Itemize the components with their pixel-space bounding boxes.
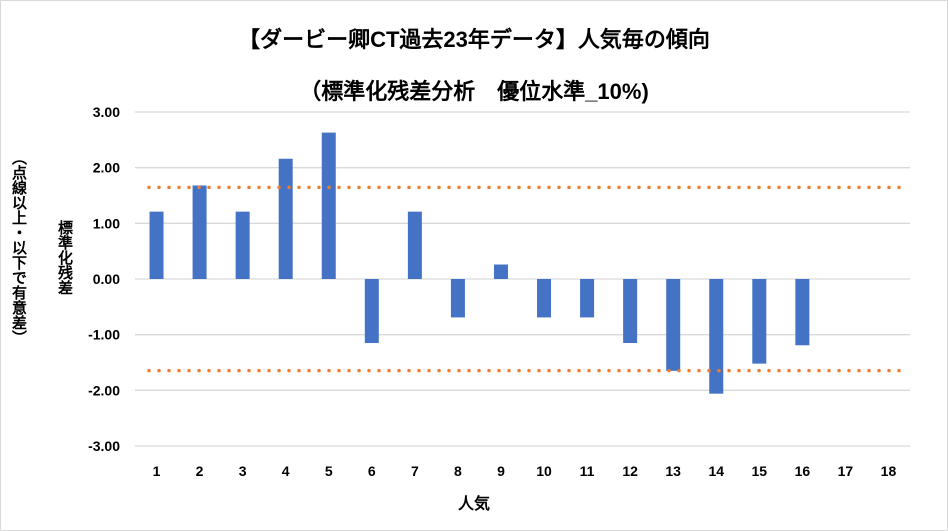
x-tick-label: 1 — [153, 463, 161, 479]
bar — [493, 264, 508, 279]
y-axis-note: （点線以上・以下で有意差） — [10, 150, 27, 345]
bar — [192, 185, 207, 279]
x-tick-label: 6 — [368, 463, 376, 479]
x-tick-label: 14 — [708, 463, 724, 479]
y-tick-label: 3.00 — [93, 104, 120, 120]
y-tick-label: 0.00 — [93, 271, 120, 287]
x-tick-label: 4 — [282, 463, 290, 479]
x-tick-label: 7 — [411, 463, 419, 479]
y-tick-label: -1.00 — [88, 327, 120, 343]
bar — [666, 279, 681, 371]
y-tick-label: -2.00 — [88, 382, 120, 398]
x-tick-label: 17 — [838, 463, 854, 479]
x-tick-label: 5 — [325, 463, 333, 479]
bar — [278, 158, 293, 279]
y-axis-label: 標準化残差 — [56, 220, 73, 295]
bar — [364, 279, 379, 344]
x-tick-label: 8 — [454, 463, 462, 479]
bar — [235, 211, 250, 279]
x-tick-label: 12 — [622, 463, 638, 479]
bar — [623, 279, 638, 344]
x-tick-label: 18 — [881, 463, 897, 479]
bar — [795, 279, 810, 346]
x-tick-label: 16 — [795, 463, 811, 479]
y-tick-label: 2.00 — [93, 160, 120, 176]
x-tick-label: 15 — [752, 463, 768, 479]
chart-title: 【ダービー卿CT過去23年データ】人気毎の傾向 — [238, 27, 710, 52]
x-tick-label: 13 — [665, 463, 681, 479]
chart-subtitle: （標準化残差分析 優位水準_10%) — [299, 79, 649, 104]
x-tick-label: 2 — [196, 463, 204, 479]
x-tick-label: 10 — [536, 463, 552, 479]
bar — [149, 211, 164, 279]
bar — [450, 279, 465, 318]
y-tick-label: 1.00 — [93, 215, 120, 231]
y-tick-label: -3.00 — [88, 438, 120, 454]
bar — [537, 279, 552, 318]
x-axis-label: 人気 — [457, 496, 490, 513]
bar — [407, 211, 422, 279]
bar — [321, 132, 336, 279]
x-tick-label: 9 — [497, 463, 505, 479]
bar — [580, 279, 595, 318]
bar — [709, 279, 724, 394]
x-tick-label: 11 — [580, 463, 595, 479]
x-tick-label: 3 — [239, 463, 247, 479]
bar — [752, 279, 767, 364]
